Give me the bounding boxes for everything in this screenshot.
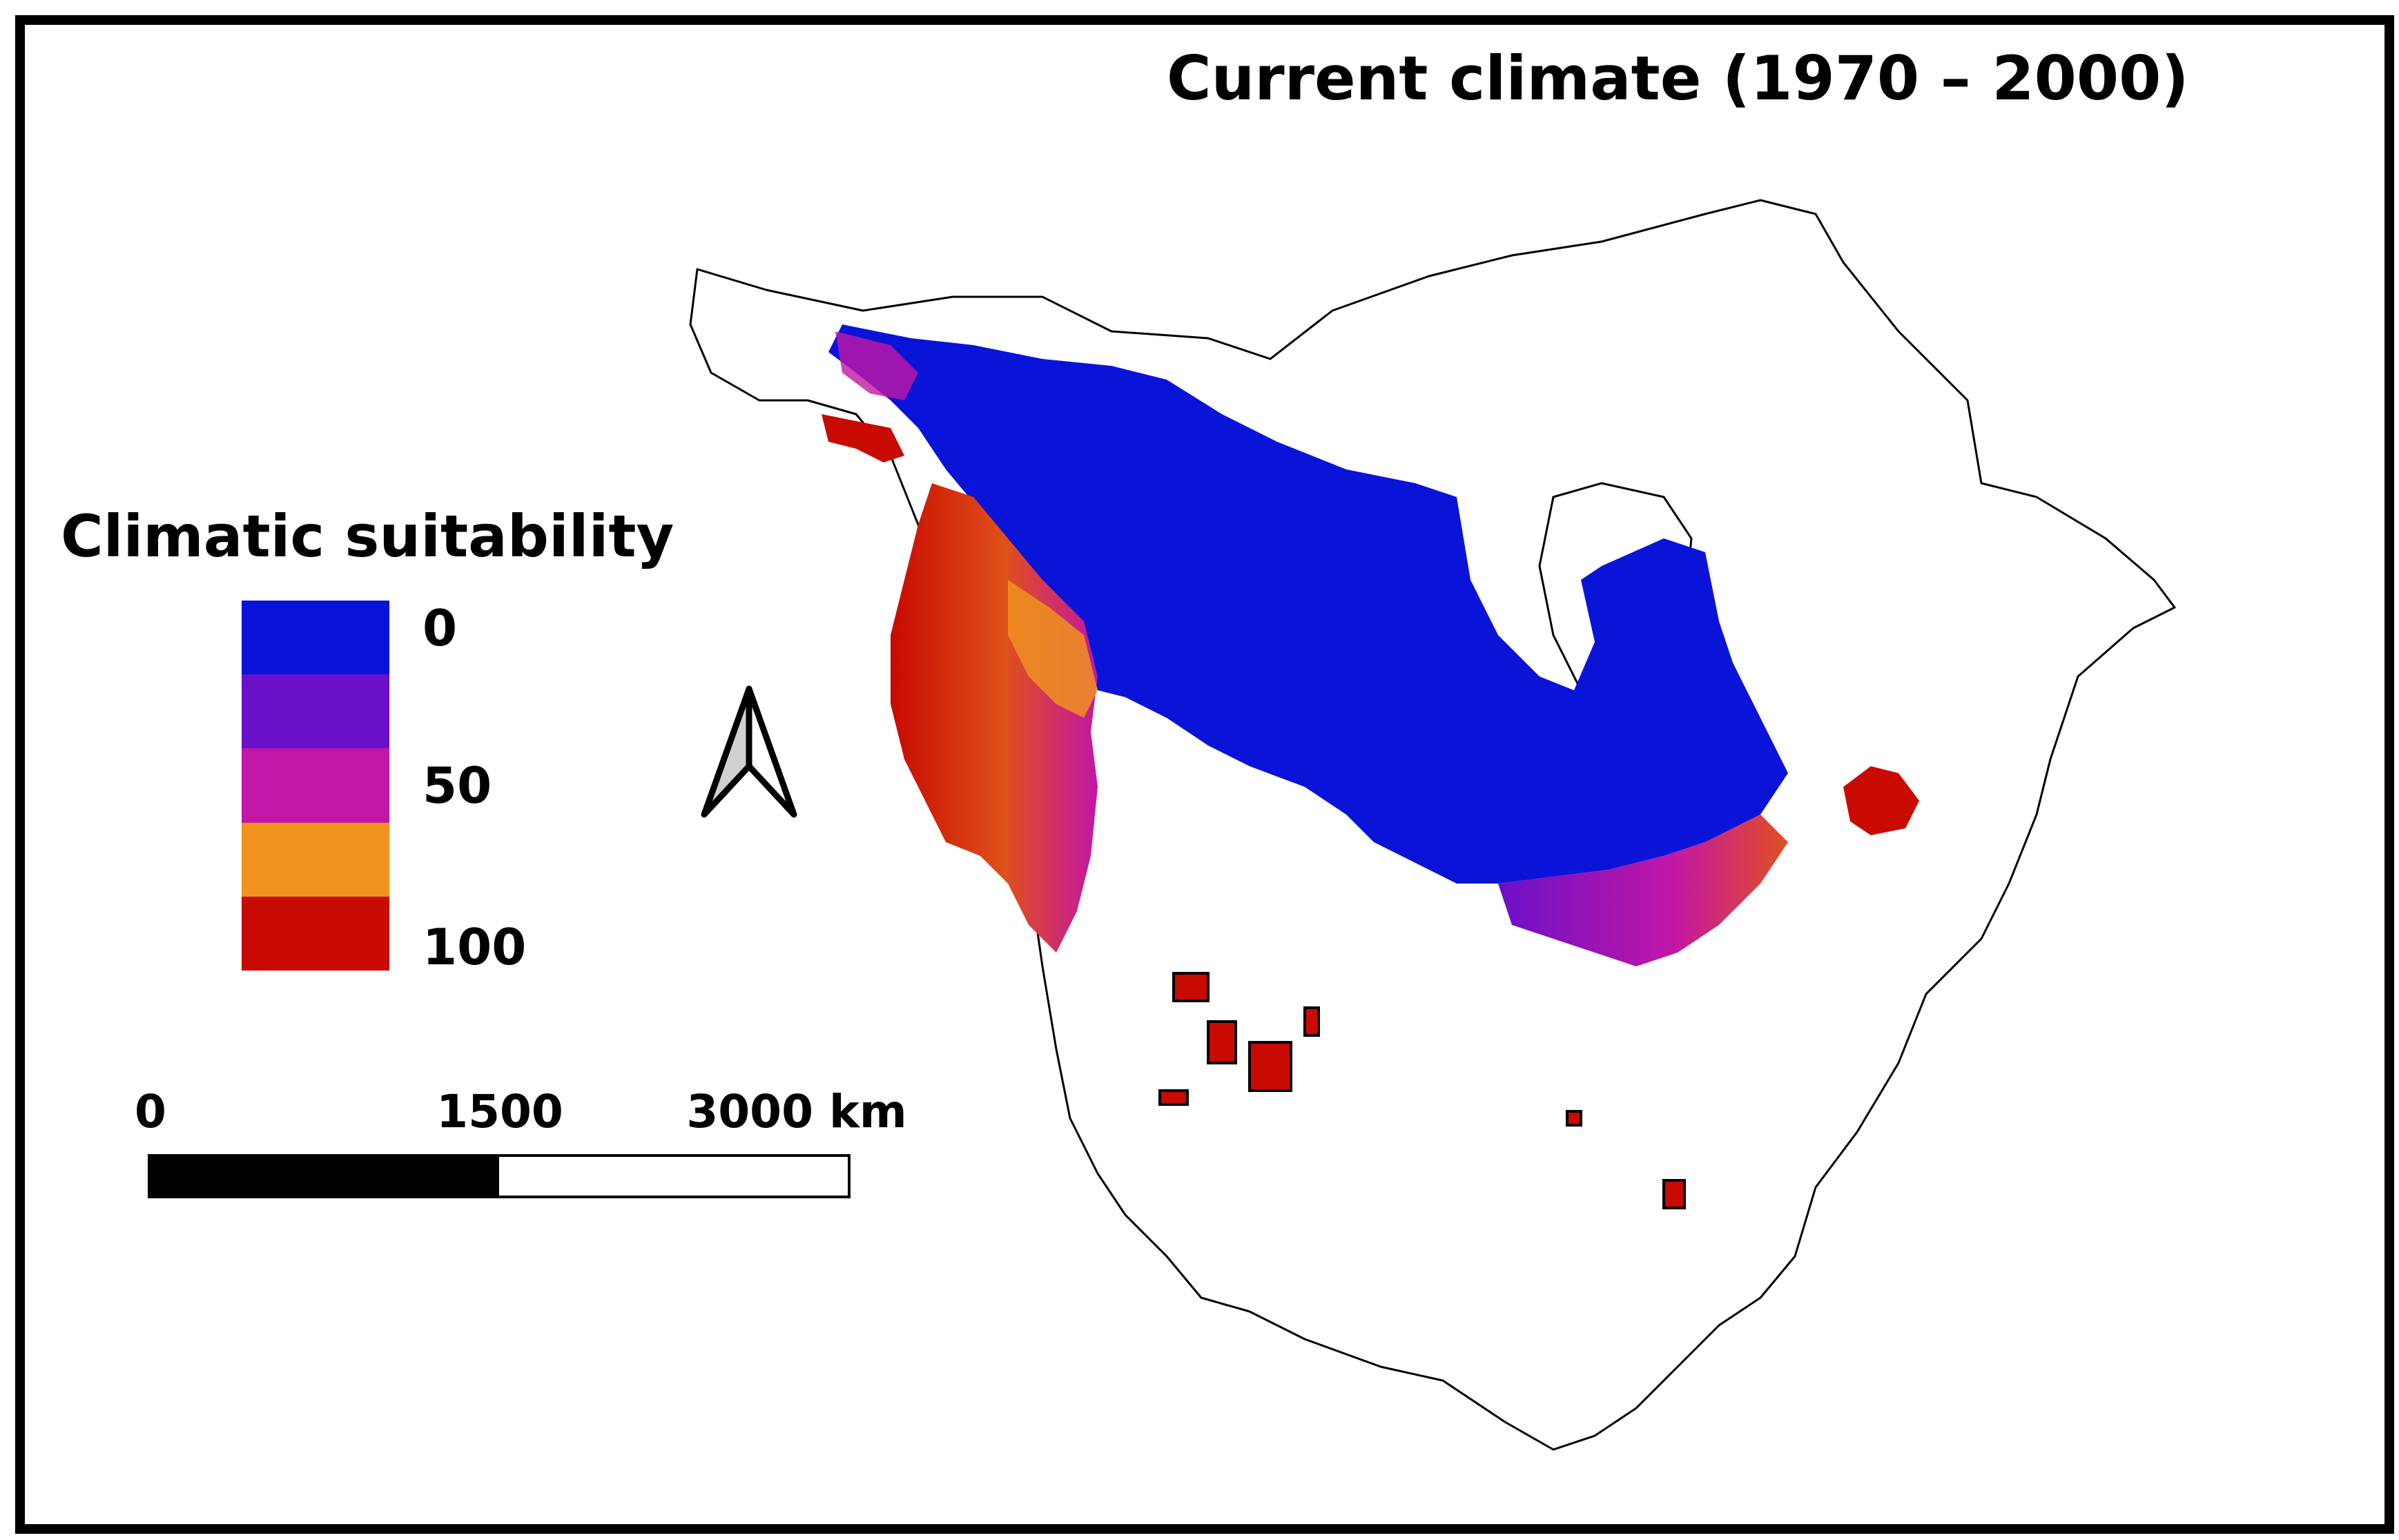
legend-tick-100: 100 (423, 918, 527, 976)
suitability-cell (1248, 1041, 1292, 1092)
suitability-high-west (891, 483, 1098, 953)
suitability-cell (1207, 1020, 1237, 1064)
legend-swatch-5 (242, 897, 389, 971)
scale-label-0: 0 (135, 1085, 166, 1138)
scale-label-3000: 3000 km (686, 1085, 907, 1138)
suitability-high-east (1498, 815, 1788, 966)
legend-tick-0: 0 (423, 599, 458, 657)
map-title: Current climate (1970 – 2000) (1167, 43, 2189, 114)
north-arrow-icon (701, 685, 797, 818)
suitability-low-band (828, 324, 1788, 884)
legend-title: Climatic suitability (61, 503, 674, 570)
legend-swatch-2 (242, 674, 389, 748)
scale-label-1500: 1500 (436, 1085, 563, 1138)
legend-swatch-1 (242, 601, 389, 674)
suitability-orange-rockies (1008, 580, 1098, 718)
scale-bar-box (148, 1154, 851, 1198)
scale-bar-black-segment (150, 1157, 499, 1196)
suitability-cell (1566, 1110, 1582, 1127)
suitability-cell (1662, 1179, 1686, 1209)
legend-swatch-4 (242, 823, 389, 897)
suitability-cell (1158, 1089, 1189, 1106)
suitability-high-alaska (822, 414, 904, 462)
legend: 0 50 100 (242, 599, 526, 976)
legend-tick-50: 50 (423, 757, 492, 815)
suitability-cell (1172, 972, 1210, 1002)
suitability-mid-alaska (835, 331, 918, 400)
north-america-map (689, 199, 2176, 1451)
suitability-cell (1303, 1006, 1320, 1037)
scale-bar: 0 1500 3000 km (135, 1085, 907, 1209)
suitability-high-newfoundland (1843, 766, 1919, 835)
legend-swatch-3 (242, 748, 389, 823)
